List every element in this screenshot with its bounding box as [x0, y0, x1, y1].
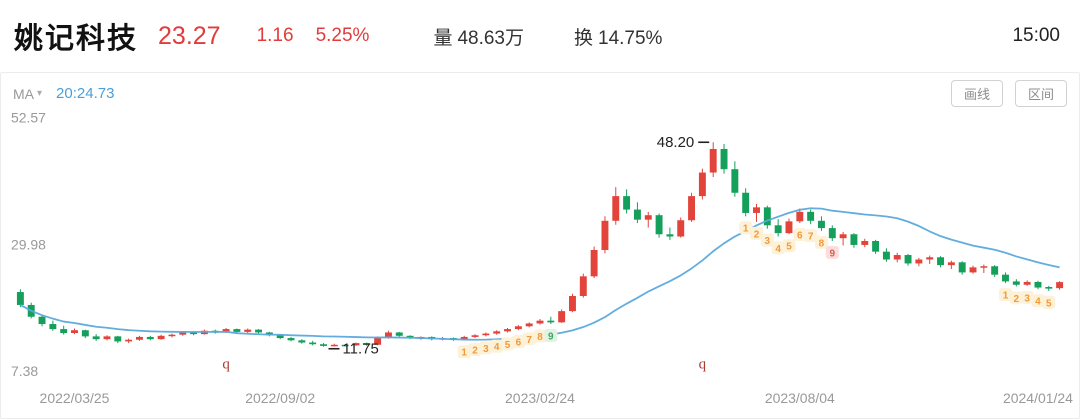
turnover-value: 14.75%: [598, 27, 663, 49]
volume-value: 48.63万: [457, 27, 524, 49]
turnover-group: 换 14.75%: [574, 23, 662, 50]
draw-line-button[interactable]: 画线: [950, 80, 1003, 107]
price-change: 1.16: [256, 25, 294, 46]
td-count-badge: 2: [754, 229, 760, 240]
ma-selector[interactable]: MA ▾: [9, 84, 46, 104]
td-count-badge: 1: [743, 224, 749, 235]
y-axis-label: 52.57: [11, 110, 46, 126]
x-axis-label: 2024/01/24: [1003, 390, 1073, 406]
stock-header: 姚记科技 23.27 1.16 5.25% 量 48.63万 换 14.75% …: [0, 0, 1080, 72]
td-count-badge: 8: [819, 238, 825, 249]
td-count-badge: 8: [537, 332, 543, 343]
x-axis-label: 2022/03/25: [40, 390, 110, 406]
volume-label: 量: [433, 27, 453, 49]
x-axis-label: 2023/02/24: [505, 390, 575, 406]
td-count-badge: 7: [526, 335, 532, 346]
td-count-badge: 7: [808, 232, 814, 243]
range-button[interactable]: 区间: [1014, 80, 1067, 107]
td-count-badge: 4: [775, 244, 781, 255]
td-count-badge: 5: [1046, 298, 1052, 309]
price-change-percent: 5.25%: [315, 25, 370, 46]
chevron-down-icon: ▾: [37, 88, 43, 99]
x-axis-label: 2022/09/02: [245, 390, 315, 406]
ex-dividend-marker: q: [222, 356, 230, 372]
candles-layer: [16, 142, 1064, 347]
toolbar-buttons: 画线 区间: [950, 80, 1067, 107]
chart-toolbar: MA ▾ 20:24.73 画线 区间: [1, 80, 1079, 107]
td-count-badge: 2: [1014, 294, 1020, 305]
current-price: 23.27: [158, 21, 221, 50]
td-count-badge: 9: [548, 331, 554, 342]
td-count-badge: 2: [472, 345, 478, 356]
high-price-annotation: 48.20: [657, 134, 694, 151]
stock-name: 姚记科技: [14, 23, 139, 55]
td-count-badge: 3: [1024, 293, 1030, 304]
y-axis-label: 29.98: [11, 236, 46, 252]
td-count-badge: 1: [1003, 291, 1009, 302]
quote-time: 15:00: [1012, 25, 1060, 46]
td-count-badge: 5: [786, 242, 792, 253]
annotations-layer: 48.20 11.75: [328, 134, 710, 358]
x-axis-label: 2023/08/04: [765, 390, 835, 406]
td-count-badge: 5: [505, 340, 511, 351]
turnover-label: 换: [574, 27, 594, 49]
td-count-badge: 1: [461, 348, 467, 359]
td-count-badge: 6: [797, 230, 803, 241]
volume-group: 量 48.63万: [433, 23, 524, 50]
td-count-badge: 4: [1035, 297, 1041, 308]
td-count-badge: 6: [516, 338, 522, 349]
td-count-badge: 4: [494, 342, 500, 353]
td-count-badge: 3: [483, 344, 489, 355]
ex-dividend-marker: q: [699, 356, 707, 372]
y-axis-label: 7.38: [11, 363, 38, 379]
chart-panel: MA ▾ 20:24.73 画线 区间 52.57 29.98 7.38 2022/0…: [0, 72, 1080, 419]
low-price-annotation: 11.75: [342, 341, 378, 358]
td-count-badge: 9: [830, 248, 836, 259]
ma-value: 20:24.73: [56, 85, 115, 102]
td-count-badge: 3: [765, 236, 771, 247]
ma-label: MA: [13, 85, 34, 102]
